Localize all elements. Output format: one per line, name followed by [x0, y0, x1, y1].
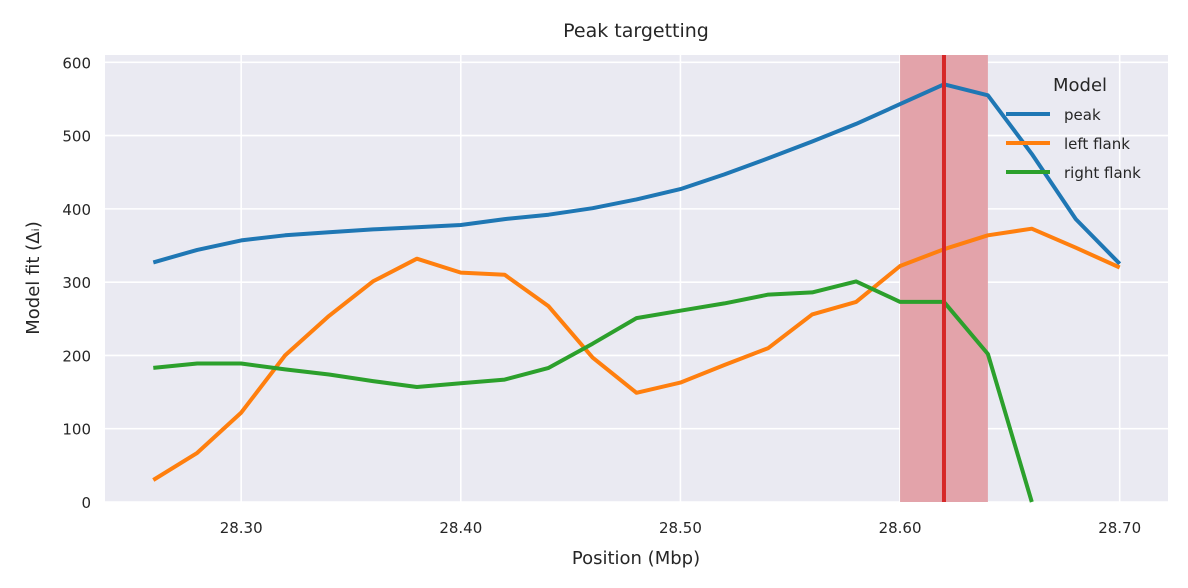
x-tick-label: 28.70	[1098, 519, 1141, 537]
legend-label: peak	[1064, 106, 1101, 124]
y-tick-label: 500	[62, 128, 91, 146]
chart-title: Peak targetting	[563, 20, 709, 42]
x-tick-label: 28.40	[439, 519, 482, 537]
x-tick-labels: 28.30 28.40 28.50 28.60 28.70	[220, 519, 1141, 537]
y-tick-label: 600	[62, 54, 91, 72]
gridlines	[105, 55, 1168, 503]
x-tick-label: 28.30	[220, 519, 263, 537]
y-axis-label: Model fit (Δᵢ)	[23, 221, 44, 334]
series-line-left-flank	[152, 226, 1121, 482]
legend-label: left flank	[1064, 135, 1130, 153]
x-tick-label: 28.50	[659, 519, 702, 537]
legend-title: Model	[1053, 75, 1107, 96]
y-tick-labels: 0 100 200 300 400 500 600	[62, 54, 91, 512]
y-tick-label: 200	[62, 347, 91, 365]
plot-area	[105, 55, 1168, 502]
x-axis-label: Position (Mbp)	[572, 548, 700, 569]
y-tick-label: 300	[62, 274, 91, 292]
legend-label: right flank	[1064, 164, 1141, 182]
legend: Model peak left flank right flank	[1006, 75, 1141, 182]
y-tick-label: 0	[81, 494, 91, 512]
y-tick-label: 400	[62, 201, 91, 219]
series-lines	[152, 82, 1122, 503]
series-line-right-flank	[153, 279, 1034, 503]
series-line-peak	[152, 82, 1122, 266]
y-tick-label: 100	[62, 421, 91, 439]
x-tick-label: 28.60	[879, 519, 922, 537]
